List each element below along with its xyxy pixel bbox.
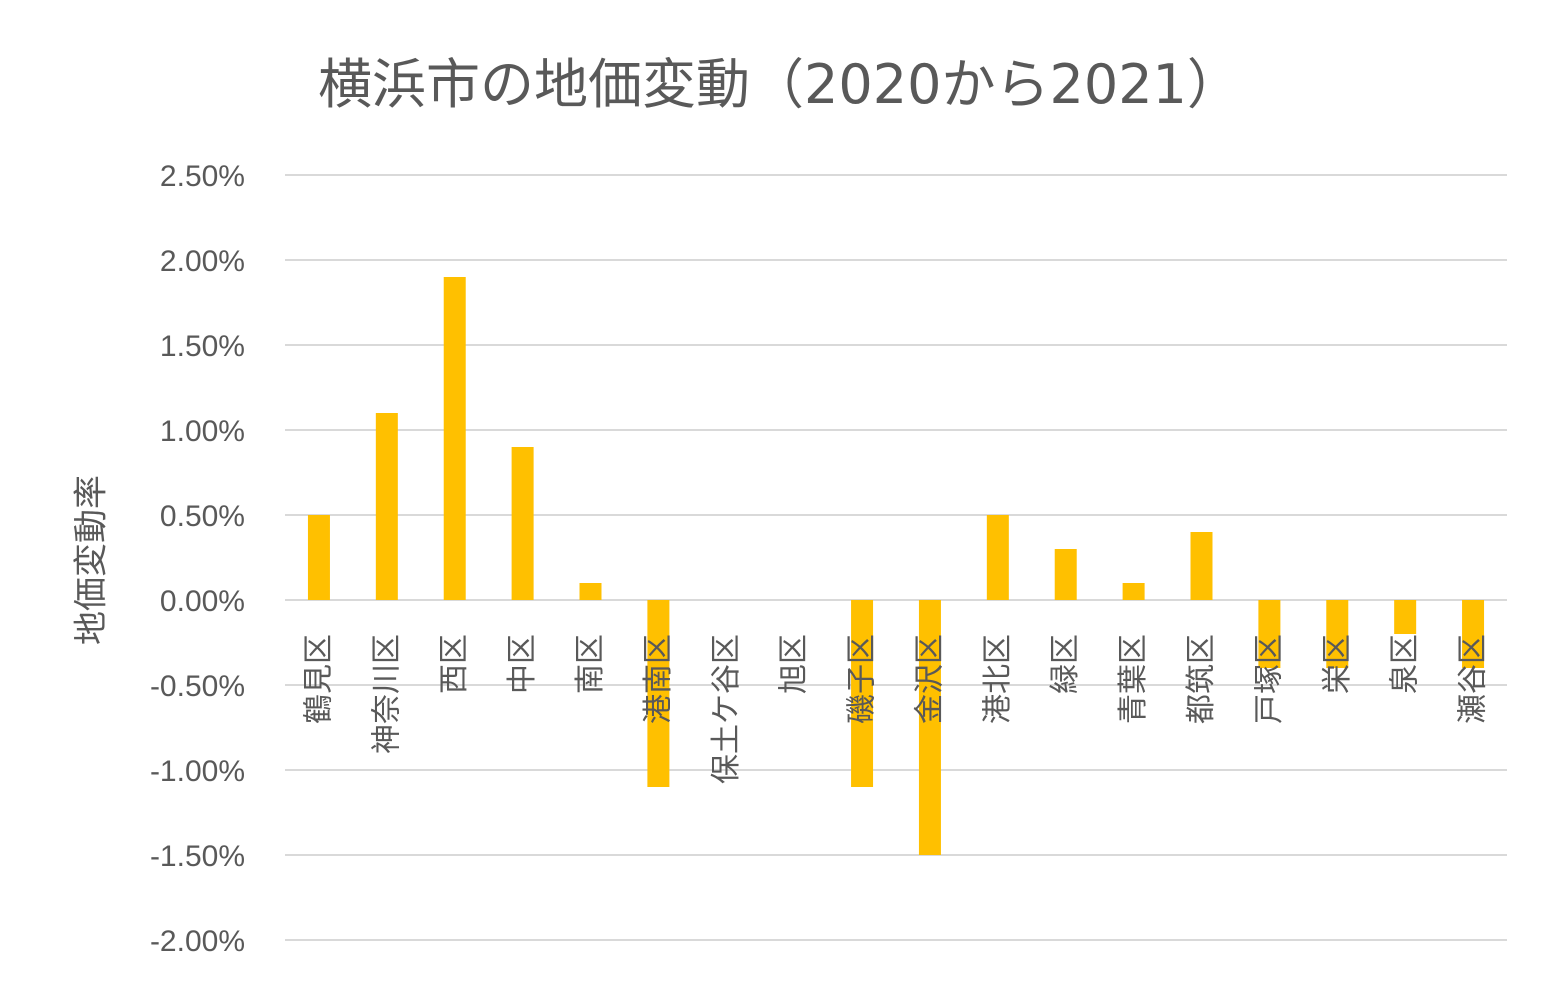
category-label: 旭区: [777, 634, 812, 694]
category-label: 鶴見区: [301, 634, 336, 724]
category-label: 都筑区: [1184, 634, 1219, 724]
category-label: 西区: [437, 634, 472, 694]
category-label: 金沢区: [912, 634, 947, 724]
category-label: 緑区: [1048, 634, 1083, 694]
category-label: 磯子区: [845, 634, 880, 724]
bar: [1394, 600, 1417, 634]
y-tick-label: -1.50%: [150, 840, 245, 873]
y-axis-ticks: 2.50% 2.00% 1.50% 1.00% 0.50% 0.00% -0.50% -1.0…: [150, 160, 245, 958]
bar: [1258, 600, 1281, 668]
y-tick-label: -1.00%: [150, 755, 245, 788]
category-label: 瀬谷区: [1456, 634, 1491, 724]
y-tick-label: 1.50%: [160, 330, 245, 363]
bar: [647, 600, 670, 787]
category-labels: 鶴見区 神奈川区 西区 中区 南区 港南区 保土ケ谷区 旭区 磯子区 金沢区 港北区 緑区 青葉区 都筑区…: [301, 634, 1490, 784]
y-tick-label: 2.50%: [160, 160, 245, 193]
bar: [1190, 532, 1213, 600]
y-tick-label: 2.00%: [160, 245, 245, 278]
bar: [851, 600, 874, 787]
y-tick-label: -2.00%: [150, 925, 245, 958]
bar: [918, 600, 941, 855]
category-label: 港南区: [641, 634, 676, 724]
y-tick-label: -0.50%: [150, 670, 245, 703]
y-tick-label: 0.50%: [160, 500, 245, 533]
bar: [307, 515, 330, 600]
bar: [375, 413, 398, 600]
bar: [1054, 549, 1077, 600]
y-tick-label: 1.00%: [160, 415, 245, 448]
category-label: 神奈川区: [369, 634, 404, 754]
category-label: 南区: [573, 634, 608, 694]
gridlines: [285, 174, 1507, 941]
bar: [579, 583, 602, 600]
y-tick-label: 0.00%: [160, 585, 245, 618]
bar: [1122, 583, 1145, 600]
bar: [986, 515, 1009, 600]
category-label: 泉区: [1388, 634, 1423, 694]
category-label: 栄区: [1320, 634, 1355, 694]
category-label: 保土ケ谷区: [709, 634, 744, 784]
category-label: 戸塚区: [1252, 634, 1287, 724]
bars: [307, 277, 1485, 855]
chart-title: 横浜市の地価変動（2020から2021）: [318, 53, 1241, 116]
bar: [511, 447, 534, 600]
bar: [443, 277, 466, 600]
bar: [1326, 600, 1349, 668]
category-label: 中区: [505, 634, 540, 694]
category-label: 港北区: [980, 634, 1015, 724]
bar: [1462, 600, 1485, 668]
category-label: 青葉区: [1116, 634, 1151, 724]
